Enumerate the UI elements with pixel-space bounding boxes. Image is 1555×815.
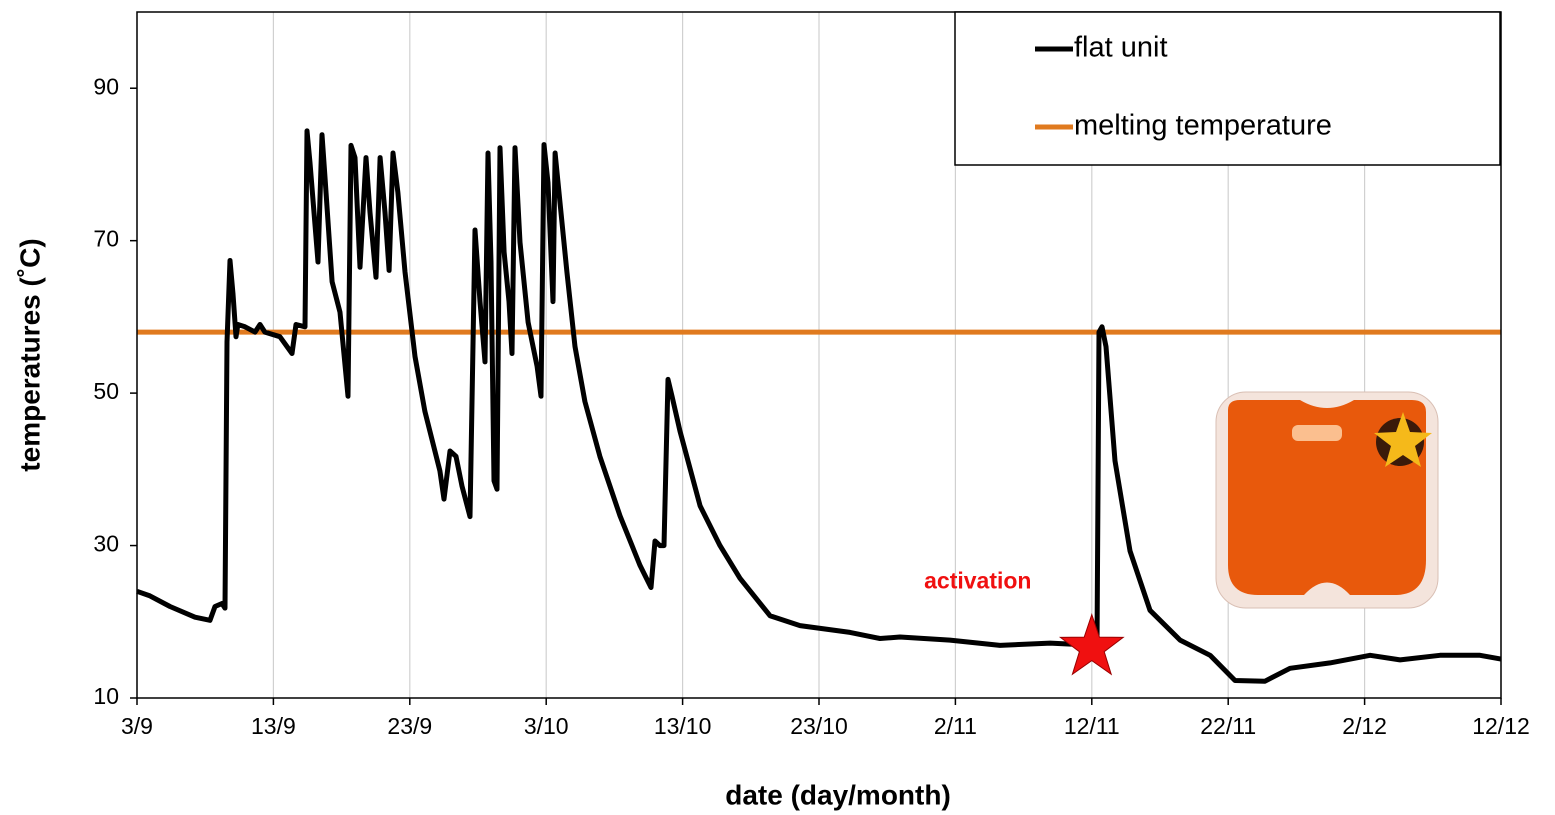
y-axis-label: temperatures (˚C) [14,238,45,471]
y-tick-label: 90 [93,73,119,99]
x-tick-label: 13/9 [251,713,296,739]
annotation-star [1058,613,1125,676]
x-tick-label: 12/11 [1064,713,1120,739]
y-tick-label: 30 [93,531,119,557]
y-tick-label: 70 [93,226,119,252]
legend-label: flat unit [1074,32,1168,64]
x-tick-label: 23/9 [387,713,432,739]
series-line [136,128,1502,684]
x-axis-label: date (day/month) [725,779,951,810]
plot-frame [136,11,1502,699]
x-tick-label: 2/12 [1342,713,1387,739]
x-tick-label: 22/11 [1200,713,1256,739]
x-tick-label: 3/9 [121,713,153,739]
x-tick-label: 3/10 [524,713,569,739]
y-tick-label: 50 [93,378,119,404]
x-tick-label: 23/10 [790,713,848,739]
y-tick-label: 10 [93,683,119,709]
legend-label: melting temperature [1074,110,1332,142]
annotation: activation [924,568,1031,594]
product-photo [1215,391,1439,609]
x-tick-label: 2/11 [934,713,977,739]
legend-box [954,11,1501,166]
x-tick-label: 13/10 [654,713,712,739]
x-tick-label: 12/12 [1472,713,1530,739]
